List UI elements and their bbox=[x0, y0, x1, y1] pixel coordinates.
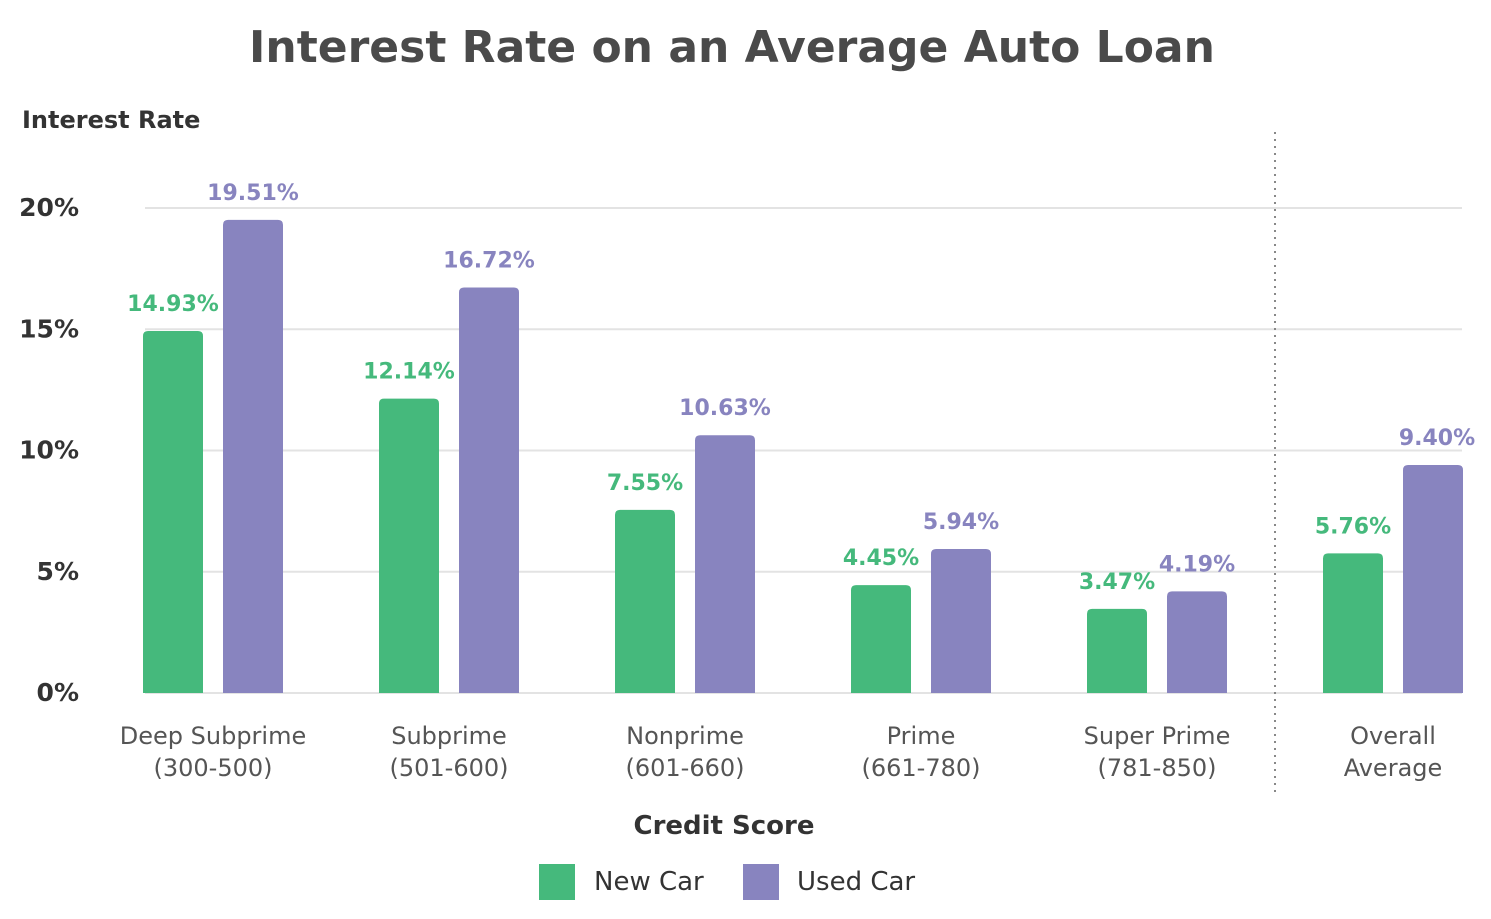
legend-label-used-car: Used Car bbox=[797, 867, 915, 897]
data-label-new-car: 3.47% bbox=[1079, 570, 1155, 595]
legend-swatch-used-car bbox=[743, 864, 779, 900]
bar-new-car bbox=[379, 398, 439, 693]
gridlines bbox=[145, 207, 1462, 694]
y-tick-label: 20% bbox=[19, 193, 79, 222]
x-tick-label: (300-500) bbox=[153, 754, 272, 782]
data-label-used-car: 9.40% bbox=[1399, 426, 1475, 451]
x-tick-label: (501-600) bbox=[389, 754, 508, 782]
legend-swatch-new-car bbox=[539, 864, 575, 900]
data-label-used-car: 10.63% bbox=[679, 396, 771, 421]
bar-used-car bbox=[1403, 465, 1463, 693]
legend-label-new-car: New Car bbox=[594, 867, 704, 897]
data-label-new-car: 5.76% bbox=[1315, 514, 1391, 539]
data-label-used-car: 19.51% bbox=[207, 181, 299, 206]
bar-used-car bbox=[1167, 591, 1227, 693]
x-tick-label: Subprime bbox=[391, 722, 507, 750]
bar-new-car bbox=[143, 330, 203, 693]
legend: New Car Used Car bbox=[539, 864, 915, 900]
data-label-new-car: 14.93% bbox=[127, 292, 219, 317]
chart-title: Interest Rate on an Average Auto Loan bbox=[249, 22, 1215, 73]
bars bbox=[143, 219, 1463, 693]
x-axis-label: Credit Score bbox=[634, 811, 815, 841]
x-axis-ticks: Deep Subprime (300-500) Subprime (501-600) N… bbox=[120, 722, 1443, 782]
x-tick-label: (601-660) bbox=[625, 754, 744, 782]
bar-used-car bbox=[931, 548, 991, 693]
data-labels: 14.93% 12.14% 7.55% 4.45% 3.47% 5.76% 19.51% 16… bbox=[127, 181, 1475, 595]
bar-used-car bbox=[459, 287, 519, 693]
y-axis-label: Interest Rate bbox=[22, 106, 200, 134]
bar-new-car bbox=[1323, 553, 1383, 693]
data-label-used-car: 16.72% bbox=[443, 249, 535, 274]
bar-new-car bbox=[851, 585, 911, 693]
data-label-used-car: 5.94% bbox=[923, 510, 999, 535]
x-tick-label: Prime bbox=[887, 722, 956, 750]
x-tick-label: Super Prime bbox=[1084, 722, 1231, 750]
bar-new-car bbox=[1087, 608, 1147, 693]
y-tick-label: 5% bbox=[37, 557, 79, 586]
y-tick-label: 10% bbox=[19, 436, 79, 465]
data-label-new-car: 7.55% bbox=[607, 471, 683, 496]
data-label-new-car: 12.14% bbox=[363, 360, 455, 385]
data-label-new-car: 4.45% bbox=[843, 546, 919, 571]
x-tick-label: Overall bbox=[1350, 722, 1436, 750]
x-tick-label: (781-850) bbox=[1097, 754, 1216, 782]
x-tick-label: (661-780) bbox=[861, 754, 980, 782]
bar-used-car bbox=[223, 219, 283, 693]
x-tick-label: Deep Subprime bbox=[120, 722, 306, 750]
y-tick-label: 0% bbox=[37, 678, 79, 707]
y-axis-ticks: 0% 5% 10% 15% 20% bbox=[19, 193, 79, 707]
data-label-used-car: 4.19% bbox=[1159, 552, 1235, 577]
bar-used-car bbox=[695, 435, 755, 693]
x-tick-label: Nonprime bbox=[626, 722, 744, 750]
bar-new-car bbox=[615, 509, 675, 693]
y-tick-label: 15% bbox=[19, 314, 79, 343]
x-tick-label: Average bbox=[1344, 754, 1443, 782]
